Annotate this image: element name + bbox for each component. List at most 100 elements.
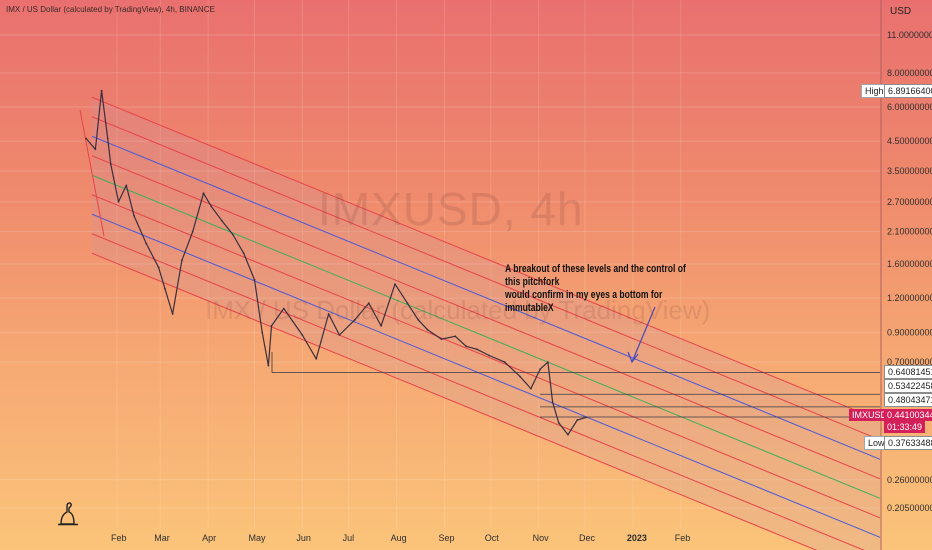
y-tick-label: 1.20000000 xyxy=(887,293,932,303)
level-badge-2: 0.53422458 xyxy=(884,379,932,393)
price-point xyxy=(315,357,318,360)
x-tick-label: 2023 xyxy=(627,533,647,543)
y-tick-label: 8.00000000 xyxy=(887,68,932,78)
price-point xyxy=(354,318,356,321)
low-price-badge: 0.37633488 xyxy=(884,436,932,450)
price-point xyxy=(488,354,491,357)
price-point xyxy=(547,361,549,363)
price-point xyxy=(465,345,467,348)
price-point xyxy=(106,137,109,140)
price-point xyxy=(394,283,396,285)
annotation-line-1: A breakout of these levels and the contr… xyxy=(505,263,686,288)
annotation-arrowhead xyxy=(627,351,639,364)
price-point xyxy=(567,433,569,436)
price-point xyxy=(85,137,87,140)
price-point xyxy=(210,205,213,208)
price-point xyxy=(253,278,256,281)
price-series xyxy=(85,89,588,436)
price-axis: 11.00000000 8.00000000 6.00000000 4.5000000… xyxy=(887,30,932,513)
price-point xyxy=(191,230,194,233)
x-tick-label: Jun xyxy=(296,533,311,543)
y-tick-label: 0.70000000 xyxy=(887,357,932,367)
price-point xyxy=(117,200,120,203)
price-point xyxy=(327,313,330,315)
price-point xyxy=(539,368,542,370)
pitchfork-channel xyxy=(79,96,881,550)
high-price-badge: 6.89166400 xyxy=(884,84,932,98)
price-point xyxy=(426,328,429,331)
y-tick-label: 6.00000000 xyxy=(887,102,932,112)
price-point xyxy=(109,163,112,166)
price-point xyxy=(454,335,457,338)
price-point xyxy=(231,233,234,236)
name-watermark: IMX / US Dollar (calculated by TradingVi… xyxy=(205,295,711,325)
tradingview-logo-icon[interactable] xyxy=(57,500,79,526)
y-tick-label: 4.50000000 xyxy=(887,136,932,146)
horizontal-levels xyxy=(271,352,880,418)
pitchfork-line xyxy=(91,233,865,550)
price-point xyxy=(476,348,478,351)
price-point xyxy=(181,259,183,262)
y-tick-label: 3.50000000 xyxy=(887,166,932,176)
y-tick-label: 11.00000000 xyxy=(887,30,932,40)
x-tick-label: Mar xyxy=(154,533,170,543)
price-point xyxy=(242,252,245,255)
price-point xyxy=(282,307,285,310)
pitchfork-line xyxy=(91,155,881,480)
annotation-text: A breakout of these levels and the contr… xyxy=(505,263,700,315)
pitchfork-line xyxy=(91,135,881,460)
x-tick-label: May xyxy=(248,533,266,543)
price-point xyxy=(261,331,264,334)
current-price-badge: 0.44100344 xyxy=(884,409,932,421)
pitchfork-line xyxy=(91,174,881,499)
price-point xyxy=(125,184,128,187)
symbol-tag: IMXUSD xyxy=(849,409,891,421)
x-tick-label: Jul xyxy=(343,533,355,543)
annotation-arrow xyxy=(631,306,656,363)
price-point xyxy=(585,416,588,419)
price-point xyxy=(576,419,579,421)
price-point xyxy=(519,375,521,378)
price-point xyxy=(94,148,97,151)
price-point xyxy=(221,220,223,222)
time-axis: Feb Mar Apr May Jun Jul Aug Sep Oct Nov Dec 2023 Feb xyxy=(111,533,690,543)
pitchfork-line xyxy=(91,116,881,441)
annotation-line-2: would confirm in my eyes a bottom for im… xyxy=(505,289,663,314)
level-badge-1: 0.64081451 xyxy=(884,365,932,379)
pitchfork-line xyxy=(91,252,818,550)
pitchfork-line xyxy=(91,96,881,421)
price-point xyxy=(157,266,160,269)
price-point xyxy=(406,302,409,305)
y-tick-label: 0.26000000 xyxy=(887,475,932,485)
price-point xyxy=(301,334,304,336)
symbol-watermark: IMXUSD, 4h xyxy=(318,183,584,235)
x-tick-label: Feb xyxy=(111,533,127,543)
price-point xyxy=(171,313,174,315)
price-point xyxy=(100,89,103,92)
x-tick-label: Apr xyxy=(202,533,216,543)
pitchfork-line xyxy=(91,194,881,519)
price-point xyxy=(270,325,273,327)
x-tick-label: Dec xyxy=(579,533,596,543)
pitchfork-handle xyxy=(79,109,105,237)
y-tick-label: 2.10000000 xyxy=(887,227,932,237)
pitchfork-line xyxy=(91,213,881,538)
price-point xyxy=(551,401,554,403)
y-tick-label: 2.70000000 xyxy=(887,197,932,207)
price-point xyxy=(338,334,341,336)
level-badge-3: 0.48043471 xyxy=(884,393,932,407)
x-tick-label: Aug xyxy=(391,533,407,543)
bar-countdown: 01:33:49 xyxy=(884,421,926,433)
price-point xyxy=(202,192,205,195)
y-tick-label: 0.20500000 xyxy=(887,503,932,513)
currency-label: USD xyxy=(890,6,912,17)
price-point xyxy=(557,421,560,424)
y-tick-label: 1.60000000 xyxy=(887,259,932,269)
low-tag: Low xyxy=(864,436,889,450)
x-tick-label: Nov xyxy=(533,533,550,543)
price-point xyxy=(530,387,532,390)
high-tag: High xyxy=(861,84,888,98)
price-point xyxy=(417,318,420,321)
price-line xyxy=(85,89,587,436)
